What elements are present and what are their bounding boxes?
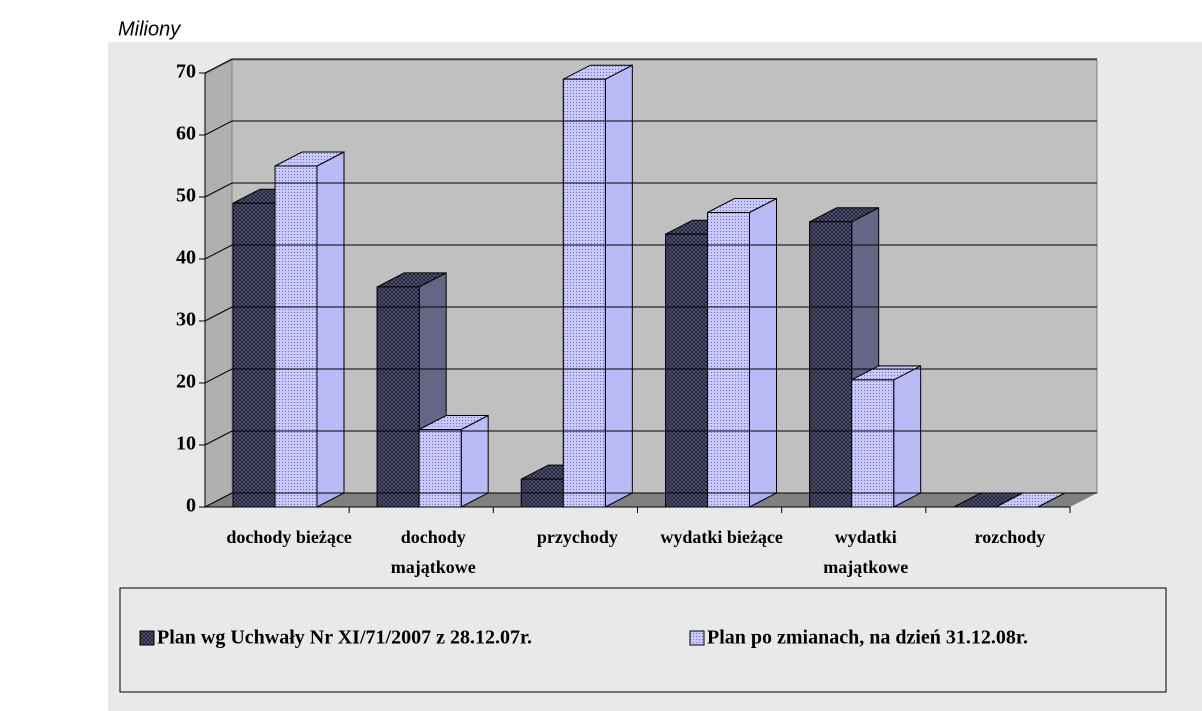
x-tick-label: dochody majątkowe (390, 527, 476, 577)
y-tick-label: 0 (186, 495, 196, 517)
grid-line (204, 368, 233, 384)
y-tick-label: 10 (176, 433, 196, 455)
x-tick-label: przychody (536, 527, 618, 547)
bar-texture (809, 221, 853, 508)
side-wall (204, 59, 233, 508)
bar-texture (376, 286, 420, 508)
bar-side (316, 151, 345, 508)
back-wall (231, 59, 1098, 494)
grid-line (204, 58, 233, 74)
y-tick-label: 40 (176, 247, 196, 269)
y-tick-label: 30 (176, 309, 196, 331)
bar-texture (274, 165, 318, 508)
y-tick-label: 20 (176, 371, 196, 393)
x-tick-label: rozchody (974, 527, 1046, 547)
bar-texture (707, 212, 750, 508)
grid-line (204, 306, 233, 322)
legend-box (119, 587, 1167, 693)
x-tick-label: wydatki majątkowe (823, 527, 909, 577)
bar-side (893, 365, 922, 508)
grid-line (204, 244, 233, 260)
y-axis-label: Miliony (118, 18, 181, 40)
legend-swatch (689, 630, 705, 646)
legend-swatch (139, 630, 155, 646)
bar-texture (418, 429, 462, 508)
x-tick-label: dochody bieżące (226, 527, 352, 547)
bar-texture (232, 202, 276, 508)
grid-line (204, 120, 233, 136)
y-tick-label: 50 (176, 185, 196, 207)
grid-line (204, 430, 233, 446)
grid-line (204, 492, 233, 508)
legend-label: Plan wg Uchwały Nr XI/71/2007 z 28.12.07… (157, 627, 532, 649)
x-tick-label: wydatki bieżące (660, 527, 783, 547)
grid-line (204, 182, 233, 198)
y-tick-label: 60 (176, 123, 196, 145)
bar-side (604, 64, 633, 508)
y-tick-label: 70 (176, 61, 196, 83)
bar-texture (665, 233, 708, 508)
bar-texture (851, 379, 895, 508)
legend-label: Plan po zmianach, na dzień 31.12.08r. (707, 627, 1028, 649)
bar-texture (562, 78, 606, 508)
